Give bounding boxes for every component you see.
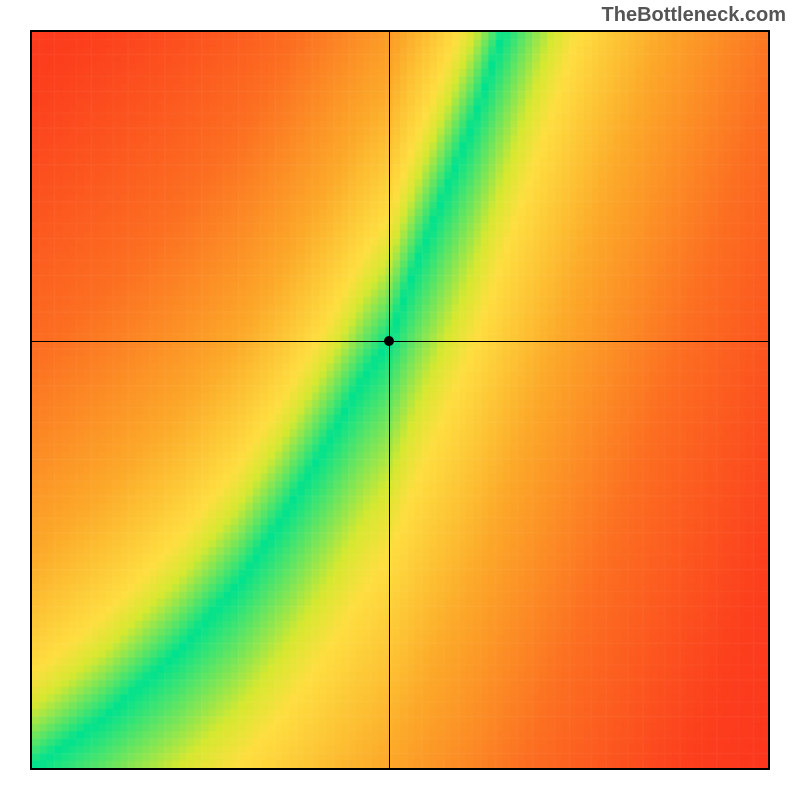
selection-marker (384, 336, 394, 346)
heatmap-plot (30, 30, 770, 770)
watermark-text: TheBottleneck.com (602, 4, 786, 27)
crosshair-vertical (389, 32, 390, 768)
crosshair-horizontal (32, 341, 768, 342)
heatmap-canvas (32, 32, 768, 768)
